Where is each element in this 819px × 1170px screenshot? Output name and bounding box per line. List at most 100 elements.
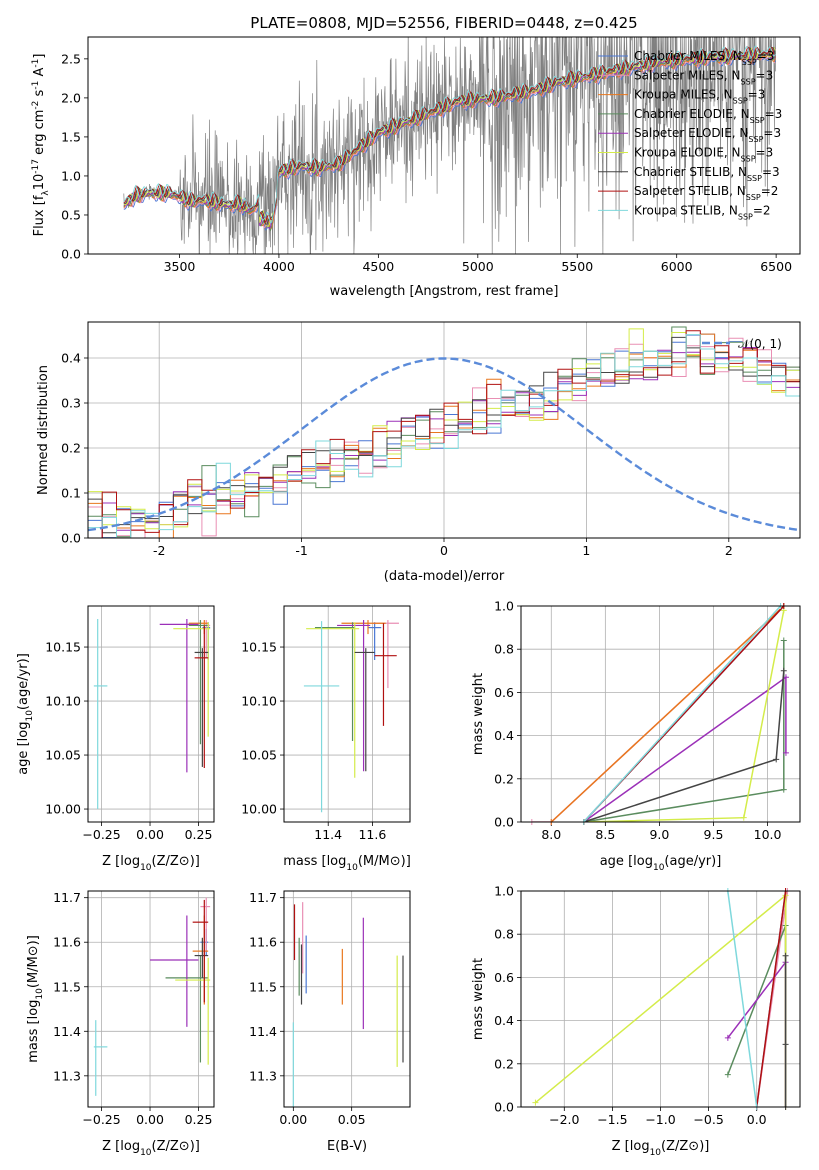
legend-entry-sub: SSP [742, 58, 757, 67]
legend-entry-value: =3 [765, 107, 783, 121]
x-tick-label: 2 [725, 543, 733, 558]
y-axis-label-part: (M/M [26, 956, 41, 988]
y-tick-label: 10.10 [45, 694, 81, 709]
y-axis-label: mass [log10(M/M⊙)] [26, 935, 45, 1063]
axes-frame [87, 605, 215, 823]
axes-frame [87, 890, 215, 1108]
legend-entry-value: =3 [748, 88, 766, 102]
model-spectrum-line [123, 45, 776, 224]
y-axis-label-part: mass [log [26, 1000, 41, 1063]
y-tick-label: 0.5 [61, 207, 81, 222]
x-tick-label: 4000 [263, 259, 295, 274]
x-axis-label-part: Z [log [612, 1139, 650, 1154]
y-tick-label: 0.0 [494, 1100, 514, 1115]
y-tick-label: 0.0 [61, 247, 81, 262]
y-tick-label: 11.4 [53, 1024, 81, 1039]
y-axis-label: age [log10(age/yr)] [16, 653, 35, 775]
weight-line [531, 606, 785, 822]
y-tick-label: 2.5 [61, 51, 81, 66]
residual-histogram [88, 334, 800, 538]
y-tick-label: 1.0 [494, 599, 514, 614]
y-axis-label-part: 10 [35, 988, 45, 1000]
x-tick-label: 0.25 [185, 827, 213, 842]
y-tick-label: 11.3 [249, 1068, 277, 1083]
x-axis-label-part: 10 [650, 1148, 662, 1158]
weight-marker [782, 1041, 789, 1048]
legend-entry-text: Salpeter STELIB, N [634, 184, 746, 198]
weight-line [550, 606, 785, 822]
y-tick-label: 11.6 [53, 935, 81, 950]
weight-line [583, 606, 782, 822]
axes-frame [283, 605, 411, 823]
x-tick-label: -1 [295, 543, 307, 558]
x-tick-label: 11.6 [358, 827, 386, 842]
residuals-panel: -2 -1 0 1 2 0.0 0.1 0.2 0.3 0.4 (data-model)/error… [36, 321, 801, 584]
x-tick-label: 9.0 [649, 827, 669, 842]
y-tick-label: 0.8 [494, 642, 514, 657]
y-tick-label: 11.7 [53, 890, 81, 905]
x-tick-label: 10.0 [754, 827, 782, 842]
y-tick-label: 0.3 [61, 396, 81, 411]
y-axis-label-part: A [32, 68, 47, 81]
y-tick-label: 1.0 [494, 884, 514, 899]
legend-entry-sub: SSP [741, 77, 756, 86]
spectrum-panel: 3500 4000 4500 5000 5500 6000 6500 0.0 0.5 1.0 1.5… [31, 36, 801, 299]
weight-marker [780, 637, 787, 644]
y-tick-label: 10.15 [45, 640, 81, 655]
x-axis-label-part: (age/yr)] [664, 854, 721, 869]
x-tick-label: 6000 [661, 259, 693, 274]
x-axis-label-part: 10 [346, 863, 358, 873]
y-tick-label: 10.05 [45, 748, 81, 763]
legend-entry: Chabrier MILES, NSSP=3 [634, 49, 774, 67]
axes-frame [87, 36, 801, 255]
y-axis-label-part: )] [26, 935, 41, 945]
x-axis-label-part: (Z/Z [152, 1139, 179, 1154]
x-axis-label-part: )] [190, 1139, 200, 1154]
x-tick-label: 1 [582, 543, 590, 558]
y-tick-label: 10.15 [241, 640, 277, 655]
weight-marker [532, 1099, 539, 1106]
x-axis-label-part: ⊙ [179, 854, 190, 869]
y-axis-label: mass weight [471, 673, 486, 755]
weight-marker [740, 814, 747, 821]
legend-entry-value: =3 [756, 146, 774, 160]
weight-marker [782, 952, 789, 959]
x-axis-label-part: 10 [140, 1148, 152, 1158]
weight-line [727, 891, 758, 1107]
x-tick-label: −0.25 [82, 1112, 120, 1127]
y-tick-label: 0.8 [494, 927, 514, 942]
x-tick-label: −0.5 [693, 1112, 723, 1127]
weight-line [583, 670, 785, 822]
x-axis-label-part: ⊙ [179, 1139, 190, 1154]
y-axis-label-part: ] [32, 54, 47, 59]
x-tick-label: 0.00 [279, 1112, 307, 1127]
observed-spectrum [123, 37, 777, 254]
legend-entry: Salpeter MILES, NSSP=3 [634, 68, 773, 86]
y-tick-label: 11.4 [249, 1024, 277, 1039]
legend-entry-sub: SSP [738, 212, 753, 221]
legend-entry-value: =3 [763, 126, 781, 140]
legend-entry: Kroupa MILES, NSSP=3 [634, 88, 765, 106]
x-axis-label-part: )] [699, 1139, 709, 1154]
legend-entry-text: Chabrier ELODIE, N [634, 107, 750, 121]
x-axis-label-part: 10 [140, 863, 152, 873]
x-axis-label-part: )] [401, 854, 411, 869]
y-axis-label-part: (age/yr)] [16, 653, 31, 710]
legend-entry-sub: SSP [748, 135, 763, 144]
residual-histogram [88, 337, 800, 538]
x-axis-label: mass [log10(M/M⊙)] [283, 854, 411, 873]
x-tick-label: 9.5 [704, 827, 724, 842]
x-tick-label: 3500 [164, 259, 196, 274]
y-tick-label: 0.4 [61, 351, 81, 366]
y-axis-label-part: 10 [32, 174, 47, 191]
y-axis-label-part: -1 [31, 81, 41, 90]
y-tick-label: 2.0 [61, 90, 81, 105]
y-tick-label: 10.05 [241, 748, 277, 763]
x-axis-label: Z [log10(Z/Z⊙)] [102, 854, 200, 873]
legend-entry-text: Kroupa STELIB, N [634, 203, 738, 217]
y-axis-label-part: λ [41, 190, 51, 196]
x-tick-label: 0.00 [136, 827, 164, 842]
